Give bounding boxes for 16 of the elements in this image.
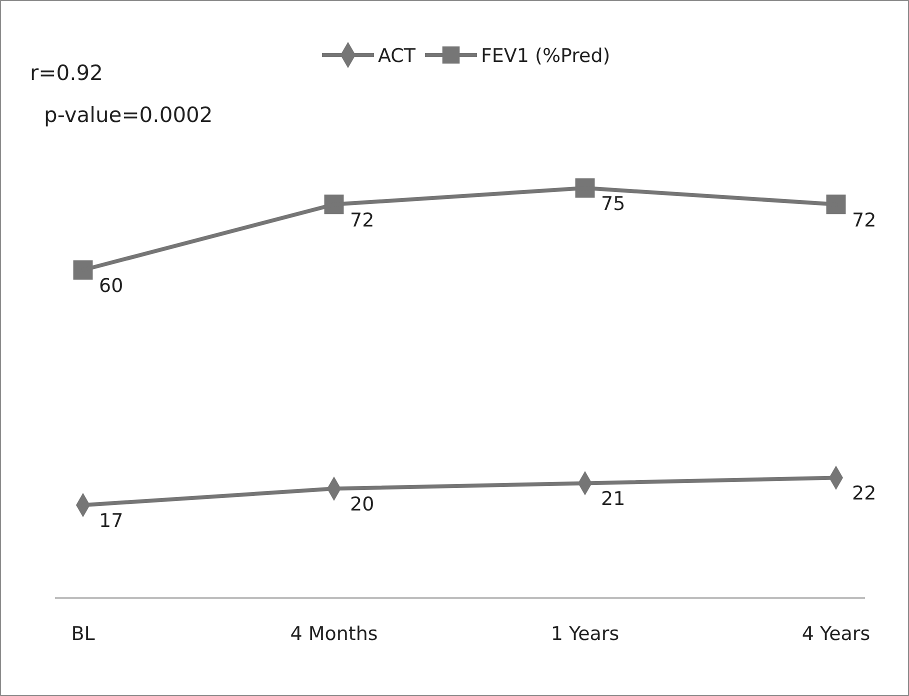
text: p-value=0.0002 bbox=[44, 103, 213, 127]
data-label: 60 bbox=[99, 275, 124, 297]
data-label: 17 bbox=[99, 510, 124, 532]
text: r=0.92 bbox=[30, 61, 103, 85]
legend-label: ACT bbox=[378, 45, 416, 67]
data-label: 75 bbox=[601, 193, 626, 215]
x-tick-label: BL bbox=[71, 623, 96, 645]
data-label: 21 bbox=[601, 488, 626, 510]
data-label: 20 bbox=[350, 494, 374, 516]
x-tick-label: 1 Years bbox=[550, 623, 620, 645]
legend-label: FEV1 (%Pred) bbox=[481, 45, 610, 67]
data-label: 72 bbox=[350, 209, 374, 232]
data-label: 72 bbox=[852, 209, 876, 232]
x-tick-label: 4 Months bbox=[290, 623, 378, 645]
x-tick-label: 4 Years bbox=[802, 623, 870, 645]
data-label: 22 bbox=[852, 482, 876, 505]
